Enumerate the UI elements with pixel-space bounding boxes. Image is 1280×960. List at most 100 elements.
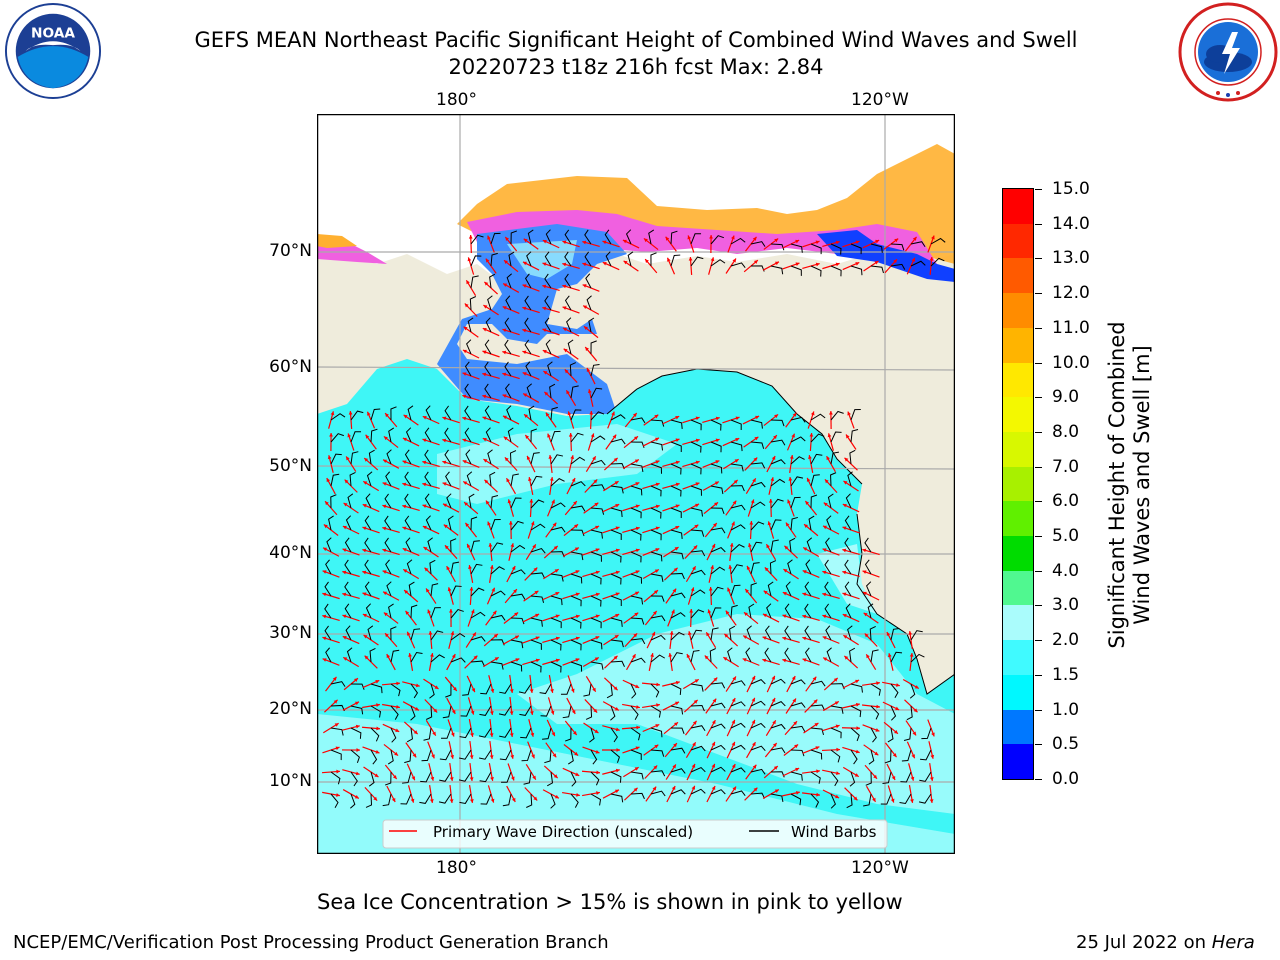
wave-arrow-head — [810, 411, 815, 416]
wave-arrow-head — [751, 719, 756, 724]
wave-arrow-head — [504, 260, 508, 265]
wave-arrow-head — [735, 438, 740, 442]
wave-arrow-head — [511, 797, 516, 802]
wave-arrow-head — [407, 631, 411, 636]
wind-barb — [560, 683, 572, 695]
wave-arrow-head — [894, 238, 899, 243]
wind-barb — [524, 339, 532, 355]
wave-arrow-head — [747, 543, 752, 548]
wave-arrow-head — [686, 653, 691, 658]
wave-arrow-head — [635, 746, 640, 751]
wind-barb — [590, 551, 602, 562]
wave-arrow-head — [392, 775, 397, 780]
wind-barb — [610, 414, 626, 421]
wave-arrow-head — [488, 543, 493, 547]
wave-arrow-head — [824, 479, 829, 484]
wind-barb — [570, 385, 579, 399]
wind-barb — [790, 725, 806, 732]
wave-arrow-head — [651, 631, 656, 636]
wave-arrow-head — [543, 371, 548, 375]
wave-arrow-head — [823, 502, 828, 507]
wave-arrow-head — [391, 797, 396, 802]
wind-barb — [870, 243, 883, 253]
wind-barb — [710, 607, 722, 619]
wave-arrow-head — [842, 503, 847, 508]
wave-arrow-head — [465, 522, 470, 527]
wind-barb — [784, 603, 792, 619]
wave-arrow-head — [473, 655, 478, 660]
wave-arrow-head — [634, 436, 638, 441]
wind-barb — [610, 727, 618, 743]
wave-arrow-head — [571, 709, 576, 714]
wave-arrow-head — [553, 545, 558, 550]
wind-barb — [499, 749, 512, 761]
wind-barb — [570, 617, 582, 629]
wind-barb — [570, 639, 582, 651]
wave-arrow-head — [725, 610, 730, 615]
wave-arrow-head — [654, 569, 659, 573]
wave-arrow-head — [614, 481, 619, 485]
wind-barb — [804, 647, 812, 663]
wind-barb — [506, 405, 512, 421]
wind-barb — [805, 559, 812, 575]
wave-arrow-head — [875, 728, 880, 732]
wave-arrow-head — [815, 240, 820, 245]
wind-barb — [847, 625, 853, 641]
wave-arrow-head — [529, 499, 534, 503]
wind-barb — [730, 419, 742, 431]
wind-barb — [484, 339, 492, 355]
colorbar-tick-label: 5.0 — [1052, 526, 1080, 547]
colorbar-tick-label: 14.0 — [1052, 213, 1090, 234]
wave-arrow-head — [616, 748, 620, 752]
wave-arrow-head — [383, 459, 388, 464]
wind-barb — [450, 538, 457, 553]
wind-barb — [710, 789, 726, 795]
wave-arrow-head — [382, 504, 387, 509]
colorbar-segment — [1003, 570, 1033, 606]
colorbar-tick — [1035, 605, 1042, 607]
wind-barb — [670, 254, 681, 267]
wave-arrow-head — [634, 767, 639, 771]
wave-arrow-head — [450, 631, 455, 636]
coastal-light — [817, 544, 877, 614]
wind-barb — [900, 771, 912, 783]
wind-barb — [790, 476, 804, 487]
wave-arrow-head — [547, 433, 551, 438]
wind-barb — [499, 683, 512, 694]
wind-barb — [544, 317, 552, 333]
wave-arrow-head — [615, 570, 620, 575]
swell-band-3 — [317, 714, 955, 854]
wind-barb — [810, 793, 820, 808]
wind-barb — [804, 625, 812, 641]
wind-barb — [530, 475, 543, 487]
colorbar-segment — [1003, 188, 1033, 224]
wind-barb — [899, 793, 912, 805]
wind-barb — [784, 625, 792, 641]
colorbar-tick-label: 4.0 — [1052, 560, 1080, 581]
wave-arrow-head — [514, 635, 519, 640]
wave-arrow-head — [502, 350, 507, 355]
wave-arrow-head — [382, 526, 387, 531]
wave-arrow-head — [402, 504, 407, 509]
wind-barb — [830, 472, 837, 487]
wind-barb — [770, 519, 782, 531]
wave-arrow-head — [732, 500, 737, 505]
wind-barb — [508, 251, 515, 267]
wind-barb — [650, 551, 663, 562]
wind-barb — [485, 427, 492, 443]
wind-barb — [730, 237, 746, 245]
wind-barb — [730, 744, 746, 751]
wave-arrow-head — [423, 547, 428, 551]
wind-barb — [330, 681, 346, 687]
wind-barb — [385, 559, 392, 575]
wave-arrow-head — [592, 687, 596, 692]
wind-barb — [390, 406, 397, 421]
wind-barb — [564, 273, 572, 289]
wave-arrow-head — [354, 701, 359, 706]
wave-arrow-head — [506, 478, 510, 483]
wind-barb — [540, 705, 552, 717]
wind-barb — [869, 626, 876, 641]
wind-barb — [590, 573, 602, 585]
wave-arrow-head — [464, 502, 469, 506]
wind-barb — [570, 551, 584, 561]
